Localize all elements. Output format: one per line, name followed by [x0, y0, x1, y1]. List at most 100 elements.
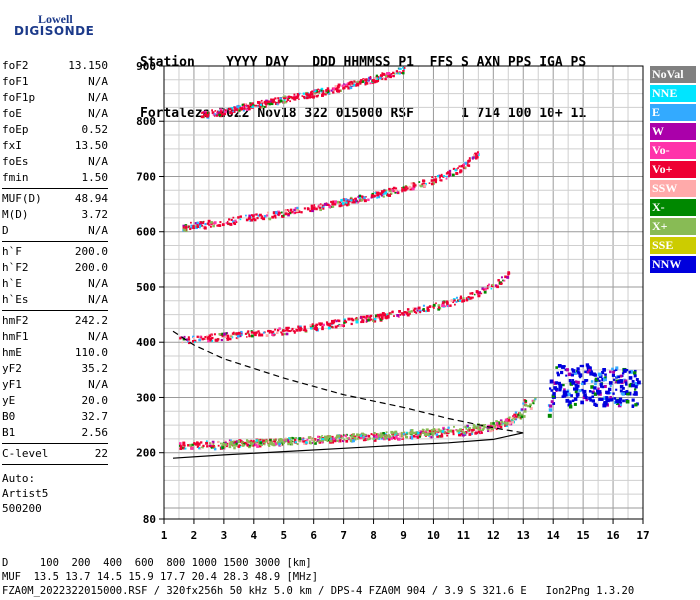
- echo-point: [331, 326, 334, 329]
- echo-point: [252, 442, 255, 445]
- echo-point: [518, 415, 520, 418]
- echo-point: [208, 223, 211, 226]
- echo-point: [276, 441, 279, 443]
- echo-point: [289, 440, 292, 443]
- echo-point: [311, 324, 314, 328]
- echo-point: [394, 187, 398, 190]
- echo-point: [327, 204, 330, 206]
- echo-point: [400, 432, 404, 436]
- echo-point: [618, 397, 623, 401]
- echo-point: [308, 440, 311, 443]
- echo-point: [358, 196, 362, 200]
- echo-point: [324, 92, 327, 96]
- echo-point: [315, 207, 318, 211]
- echo-point: [252, 103, 255, 107]
- x-tick-label: 10: [427, 529, 440, 542]
- echo-point: [354, 435, 357, 438]
- echo-point: [481, 428, 484, 432]
- echo-point: [564, 393, 568, 397]
- echo-point: [244, 332, 247, 335]
- echo-point: [489, 422, 493, 425]
- echo-point: [615, 399, 620, 404]
- echo-point: [567, 392, 571, 397]
- echo-point: [428, 435, 432, 439]
- echo-point: [375, 77, 379, 80]
- echo-point: [474, 155, 477, 157]
- echo-point: [461, 430, 464, 433]
- echo-point: [405, 186, 408, 188]
- echo-point: [459, 295, 462, 298]
- echo-point: [416, 309, 419, 312]
- echo-point: [477, 151, 479, 154]
- echo-point: [445, 177, 448, 180]
- echo-point: [287, 442, 290, 446]
- echo-point: [385, 74, 388, 78]
- echo-point: [342, 435, 344, 438]
- echo-point: [376, 437, 379, 440]
- echo-point: [370, 433, 373, 436]
- echo-point: [350, 80, 353, 84]
- echo-point: [343, 87, 346, 90]
- echo-point: [382, 192, 386, 195]
- echo-point: [217, 110, 220, 113]
- echo-point: [286, 96, 288, 99]
- echo-point: [216, 112, 219, 115]
- chart-grid: [163, 65, 644, 519]
- echo-point: [346, 437, 349, 440]
- echo-point: [482, 289, 485, 291]
- echo-point: [615, 388, 618, 391]
- echo-point: [272, 101, 275, 104]
- echo-point: [228, 218, 231, 221]
- echo-point: [449, 304, 452, 307]
- echo-point: [293, 208, 296, 212]
- echo-point: [609, 391, 612, 395]
- echo-point: [486, 427, 490, 431]
- y-tick-label: 700: [136, 170, 156, 183]
- echo-point: [248, 333, 251, 336]
- echo-point: [452, 167, 456, 170]
- echo-point: [360, 436, 363, 440]
- echo-point: [452, 433, 455, 436]
- echo-point: [617, 403, 622, 408]
- echo-point: [410, 310, 413, 313]
- echo-point: [201, 446, 203, 448]
- echo-point: [390, 436, 394, 440]
- echo-point: [268, 217, 272, 221]
- echo-point: [268, 100, 271, 103]
- echo-point: [588, 366, 592, 371]
- echo-point: [380, 191, 384, 194]
- echo-point: [321, 327, 324, 331]
- echo-point: [361, 319, 364, 322]
- echo-point: [376, 193, 380, 197]
- echo-point: [205, 115, 208, 118]
- echo-point: [238, 439, 242, 443]
- echo-point: [495, 422, 499, 425]
- echo-point: [400, 435, 403, 438]
- param-value: N/A: [88, 330, 108, 343]
- echo-point: [447, 171, 450, 174]
- echo-point: [319, 204, 322, 208]
- echo-point: [230, 107, 234, 110]
- param-label: foEs: [2, 155, 29, 168]
- echo-point: [395, 435, 398, 438]
- echo-point: [364, 433, 367, 437]
- profile-curve-dashed: [172, 330, 524, 434]
- echo-point: [502, 279, 504, 282]
- echo-point: [376, 191, 380, 194]
- echo-point: [358, 433, 361, 436]
- echo-point: [599, 382, 603, 386]
- echo-point: [354, 84, 358, 87]
- echo-point: [393, 315, 395, 317]
- echo-point: [332, 91, 335, 94]
- param-label: h`E: [2, 277, 22, 290]
- echo-point: [245, 442, 248, 445]
- echo-point: [398, 310, 401, 313]
- echo-point: [351, 201, 354, 204]
- echo-point: [380, 190, 384, 193]
- echo-point: [327, 439, 330, 442]
- echo-point: [195, 442, 199, 446]
- echo-point: [247, 330, 250, 333]
- echo-point: [504, 275, 507, 279]
- echo-point: [246, 443, 249, 447]
- echo-point: [469, 297, 472, 300]
